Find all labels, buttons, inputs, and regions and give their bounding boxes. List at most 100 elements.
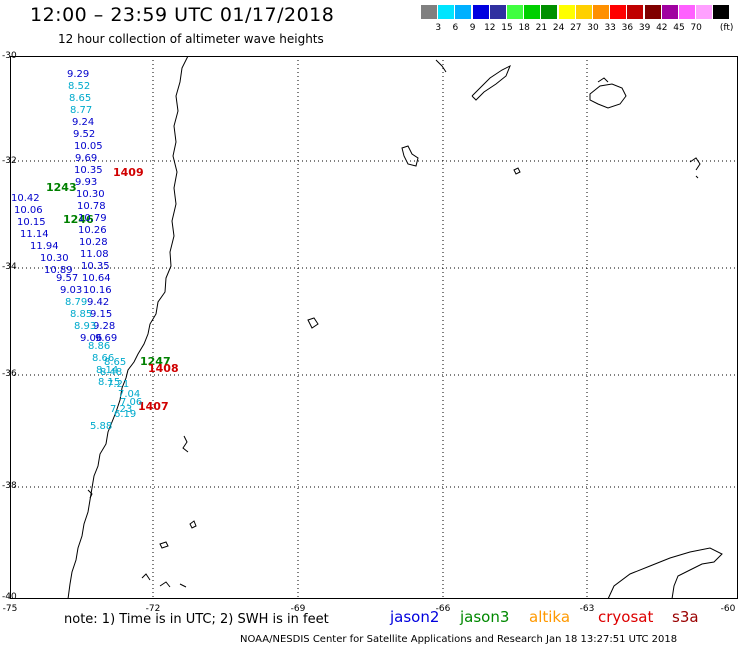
lon-label-69: -69 <box>290 604 306 614</box>
wave-height-value: 10.06 <box>14 205 43 216</box>
sat-s3a: s3a <box>672 608 699 626</box>
track-time-label: 1409 <box>113 166 144 179</box>
coastline-argentina-north <box>435 59 511 101</box>
lake-small-1 <box>401 145 419 167</box>
wave-height-value: 11.14 <box>20 229 49 240</box>
wave-height-value: 5.88 <box>90 421 112 432</box>
wave-height-value: 9.06 <box>80 333 102 344</box>
wave-height-value: 9.03 <box>60 285 82 296</box>
wave-height-value: 8.86 <box>88 341 110 352</box>
legend-swatch <box>541 5 558 19</box>
legend-swatch <box>593 5 609 19</box>
legend-swatch <box>627 5 644 19</box>
wave-height-value: 10.64 <box>82 273 111 284</box>
wave-height-value: 10.30 <box>76 189 105 200</box>
wave-height-value: 9.52 <box>73 129 95 140</box>
map-title: 12:00 – 23:59 UTC 01/17/2018 <box>30 4 335 26</box>
wave-height-value: 8.52 <box>68 81 90 92</box>
legend-swatch <box>472 5 489 19</box>
lat-label-30: -30 <box>2 51 17 61</box>
wave-height-value: 8.93 <box>74 321 96 332</box>
lat-label-40: -40 <box>2 592 17 602</box>
legend-swatch <box>507 5 523 19</box>
wave-height-value: 9.57 <box>56 273 78 284</box>
wave-height-value: 7.04 <box>118 389 140 400</box>
lon-label-75: -75 <box>2 604 18 614</box>
wave-height-value: 8.77 <box>70 105 92 116</box>
wave-height-value: 10.16 <box>83 285 112 296</box>
legend-label: 45 <box>673 23 685 33</box>
legend-label: 12 <box>484 23 496 33</box>
wave-height-value: 8.85 <box>70 309 92 320</box>
wave-height-value: 9.24 <box>72 117 94 128</box>
legend-swatch <box>575 5 592 19</box>
wave-height-value: 11.94 <box>30 241 59 252</box>
footer-note: note: 1) Time is in UTC; 2) SWH is in fe… <box>64 612 329 627</box>
coast-islands <box>87 435 197 588</box>
legend-label: 24 <box>552 23 565 33</box>
legend-label: 70 <box>690 23 702 33</box>
legend-label: 21 <box>535 23 548 33</box>
legend-swatch <box>679 5 695 19</box>
legend-swatch <box>489 5 506 19</box>
track-time-label: 1246 <box>63 213 94 226</box>
wave-height-value: 9.29 <box>67 69 89 80</box>
legend-label: 9 <box>469 23 476 33</box>
wave-height-value: 9.15 <box>90 309 112 320</box>
lon-label-66: -66 <box>435 604 451 614</box>
wave-height-value: 10.79 <box>78 213 107 224</box>
legend-swatch <box>524 5 541 19</box>
legend-label: 33 <box>604 23 616 33</box>
track-time-label: 1407 <box>138 400 169 413</box>
lon-label-72: -72 <box>145 604 161 614</box>
legend-label: 30 <box>587 23 599 33</box>
legend-label: 42 <box>656 23 668 33</box>
wave-height-value: 9.42 <box>87 297 109 308</box>
lat-label-34: -34 <box>2 262 17 272</box>
legend-swatch <box>610 5 627 19</box>
legend-swatch <box>455 5 472 19</box>
color-scale-legend: 3 6 9 12 15 18 21 24 27 30 33 36 39 42 45 70 (ft) <box>421 5 740 39</box>
sat-altika: altika <box>529 608 571 626</box>
map-subtitle: 12 hour collection of altimeter wave hei… <box>58 32 324 46</box>
sat-cryosat: cryosat <box>598 608 654 626</box>
wave-height-value: 10.28 <box>79 237 108 248</box>
legend-swatch <box>438 5 455 19</box>
coastline-chile <box>67 56 189 599</box>
wave-height-value: 9.69 <box>95 333 117 344</box>
lagoon-mar-chiquita <box>589 77 627 109</box>
wave-height-value: 8.15 <box>98 377 120 388</box>
lake-small-3 <box>307 317 319 329</box>
legend-label: 36 <box>621 23 634 33</box>
legend-swatch <box>661 5 678 19</box>
wave-height-value: 9.69 <box>75 153 97 164</box>
wave-height-value: 8.65 <box>104 357 126 368</box>
sat-jason3: jason3 <box>460 608 510 626</box>
legend-label: 18 <box>518 23 530 33</box>
wave-height-value: 10.35 <box>74 165 103 176</box>
legend-swatch <box>713 5 730 19</box>
map-border <box>10 56 738 599</box>
legend-swatch <box>421 5 437 19</box>
wave-height-value: 10.42 <box>11 193 40 204</box>
sat-jason2: jason2 <box>390 608 440 626</box>
lon-label-63: -63 <box>579 604 595 614</box>
wave-height-value: 10.15 <box>17 217 46 228</box>
wave-height-value: 9.28 <box>93 321 115 332</box>
credit-line: NOAA/NESDIS Center for Satellite Applica… <box>240 634 678 645</box>
legend-label: 39 <box>638 23 651 33</box>
legend-unit: (ft) <box>719 23 734 33</box>
wave-height-value: 10.26 <box>78 225 107 236</box>
lat-label-36: -36 <box>2 369 17 379</box>
wave-height-value: 7.06 <box>120 397 142 408</box>
legend-label: 3 <box>435 23 442 33</box>
wave-height-value: 8.48 <box>100 367 122 378</box>
graticule <box>10 56 738 599</box>
wave-height-value: 10.35 <box>81 261 110 272</box>
lake-small-2 <box>513 157 701 179</box>
legend-swatch <box>558 5 575 19</box>
legend-label: 15 <box>501 23 513 33</box>
lat-label-38: -38 <box>2 481 17 491</box>
